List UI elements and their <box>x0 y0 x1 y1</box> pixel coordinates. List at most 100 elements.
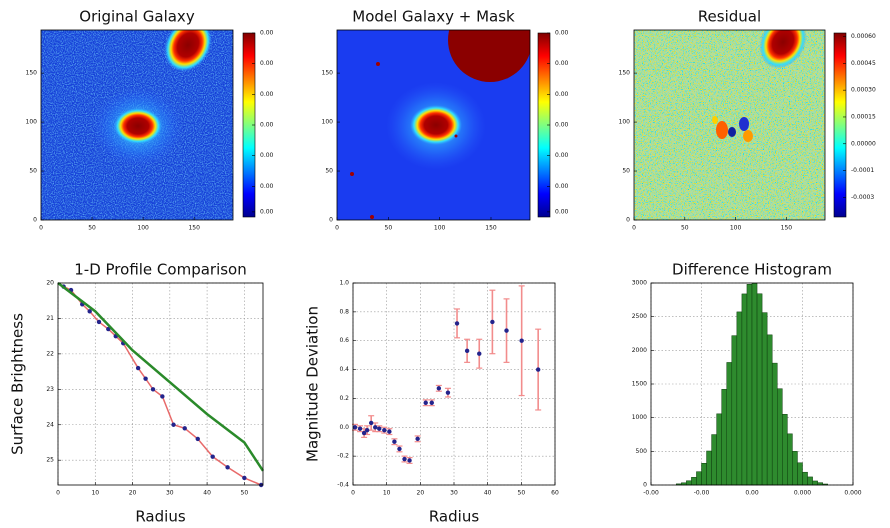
marker <box>519 338 524 343</box>
x-tick-label: 50 <box>241 490 249 497</box>
x-tick-label: 100 <box>434 225 446 232</box>
y-tick-label: 3000 <box>632 280 647 287</box>
y-tick-label: 150 <box>322 70 334 77</box>
x-tick-label: 0 <box>632 225 636 232</box>
x-tick-label: 30 <box>450 490 458 497</box>
x-tick-label: 0 <box>335 225 339 232</box>
colorbar-tick-label: 0.00060 <box>851 33 876 40</box>
residual-image <box>634 30 825 220</box>
bar <box>726 362 733 486</box>
y-tick-label: 22 <box>46 350 54 357</box>
colorbar-tick-label: 0.00 <box>260 91 274 98</box>
bar <box>706 450 712 486</box>
bar <box>782 414 788 486</box>
x-tick-label: 0 <box>351 490 355 497</box>
x-tick-label: 30 <box>166 490 174 497</box>
y-tick-label: 150 <box>619 70 631 77</box>
bar <box>746 284 753 486</box>
bar <box>802 471 808 486</box>
marker <box>143 376 148 381</box>
y-tick-label: -0.4 <box>337 482 349 489</box>
y-axis-label: Magnitude Deviation <box>304 306 322 462</box>
y-axis-label: Surface Brightness <box>9 313 27 455</box>
y-tick-label: 100 <box>619 119 631 126</box>
marker <box>392 439 397 444</box>
x-tick-label: 0.000 <box>794 490 811 497</box>
marker <box>397 446 402 452</box>
y-tick-label: 1500 <box>632 381 647 388</box>
marker <box>407 458 412 463</box>
y-tick-label: 0 <box>643 482 647 489</box>
marker <box>445 390 451 395</box>
marker <box>242 475 247 481</box>
axes-frame <box>57 282 264 486</box>
axes-frame <box>650 282 854 486</box>
marker <box>182 426 187 431</box>
y-tick-label: 50 <box>622 168 630 175</box>
x-tick-label: -0.00 <box>643 490 659 497</box>
bar <box>766 334 773 486</box>
model-image <box>337 30 530 220</box>
y-tick-label: 21 <box>46 315 54 322</box>
panel-title: Model Galaxy + Mask <box>352 8 515 26</box>
y-tick-label: 500 <box>636 448 648 455</box>
bar <box>792 451 798 486</box>
x-tick-label: 0 <box>39 225 43 232</box>
marker <box>352 425 358 430</box>
colorbar-tick-label: 0.00 <box>555 183 569 190</box>
marker <box>171 422 176 427</box>
y-tick-label: 0.4 <box>339 366 349 373</box>
bar <box>736 311 743 486</box>
colorbar-tick-label: 0.00030 <box>851 87 876 94</box>
marker <box>150 387 156 392</box>
marker <box>382 427 387 433</box>
marker <box>387 429 392 434</box>
line <box>57 282 265 472</box>
marker <box>429 400 434 405</box>
bar <box>696 471 702 486</box>
axes-frame <box>352 282 556 486</box>
marker <box>225 465 230 470</box>
bar <box>756 293 763 486</box>
y-tick-label: 0 <box>33 217 37 224</box>
y-tick-label: 0.0 <box>339 424 349 431</box>
colorbar-tick-label: 0.00 <box>260 183 274 190</box>
x-tick-label: 50 <box>385 225 393 232</box>
marker <box>436 386 442 391</box>
marker <box>160 394 165 399</box>
y-tick-label: 2500 <box>632 313 647 320</box>
marker <box>402 456 407 462</box>
x-axis-label: Radius <box>429 508 479 526</box>
colorbar-tick-label: 0.00015 <box>851 113 876 120</box>
bar <box>731 335 738 486</box>
colorbar-tick-label: 0.00 <box>260 122 274 129</box>
x-tick-label: -0.00 <box>694 490 710 497</box>
galaxy-image <box>41 30 233 220</box>
panel-title: Residual <box>698 8 761 26</box>
x-tick-label: 50 <box>518 490 526 497</box>
y-tick-label: 50 <box>29 168 37 175</box>
bar <box>741 293 748 486</box>
x-tick-label: 60 <box>551 490 559 497</box>
bar <box>751 283 758 486</box>
colorbar-tick-label: 0.00 <box>555 30 569 37</box>
marker <box>106 326 111 332</box>
axes-frame <box>336 29 531 221</box>
marker <box>135 365 141 371</box>
marker <box>477 351 482 356</box>
y-tick-label: -0.2 <box>337 453 349 460</box>
y-tick-label: 24 <box>46 421 54 428</box>
marker <box>364 427 370 433</box>
x-tick-label: 100 <box>730 225 742 232</box>
colorbar-tick-label: 0.00 <box>555 152 569 159</box>
bar <box>721 389 728 486</box>
panel-title: 1-D Profile Comparison <box>74 261 247 279</box>
marker <box>464 348 470 354</box>
x-tick-label: 10 <box>91 490 99 497</box>
x-tick-label: 20 <box>129 490 137 497</box>
marker <box>415 436 420 442</box>
marker <box>96 319 102 325</box>
bar <box>777 388 783 486</box>
y-tick-label: 100 <box>322 119 334 126</box>
bar <box>761 312 768 486</box>
